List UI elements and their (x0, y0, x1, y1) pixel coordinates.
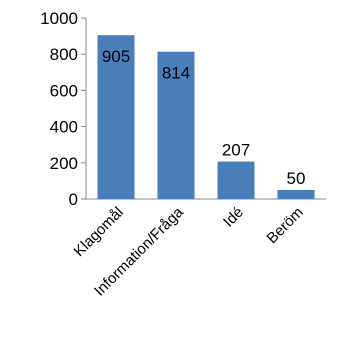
x-category-label: Beröm (264, 204, 307, 247)
bar (97, 35, 135, 199)
y-tick-label: 600 (50, 81, 78, 100)
data-label: 50 (287, 169, 306, 188)
y-axis-ticks: 0 200 400 600 800 1000 (40, 9, 86, 209)
bar (157, 51, 195, 199)
bars (97, 35, 315, 199)
bar (277, 189, 315, 199)
y-tick-label: 400 (50, 118, 78, 137)
y-tick-label: 0 (69, 190, 78, 209)
data-label: 814 (162, 64, 190, 83)
data-labels: 905 814 207 50 (102, 47, 306, 188)
bar (217, 161, 255, 199)
y-tick-label: 800 (50, 45, 78, 64)
x-category-label: Idé (220, 204, 247, 231)
y-tick-label: 1000 (40, 9, 78, 28)
x-category-label: Klagomål (71, 204, 127, 260)
y-tick-label: 200 (50, 154, 78, 173)
data-label: 905 (102, 47, 130, 66)
data-label: 207 (222, 141, 250, 160)
